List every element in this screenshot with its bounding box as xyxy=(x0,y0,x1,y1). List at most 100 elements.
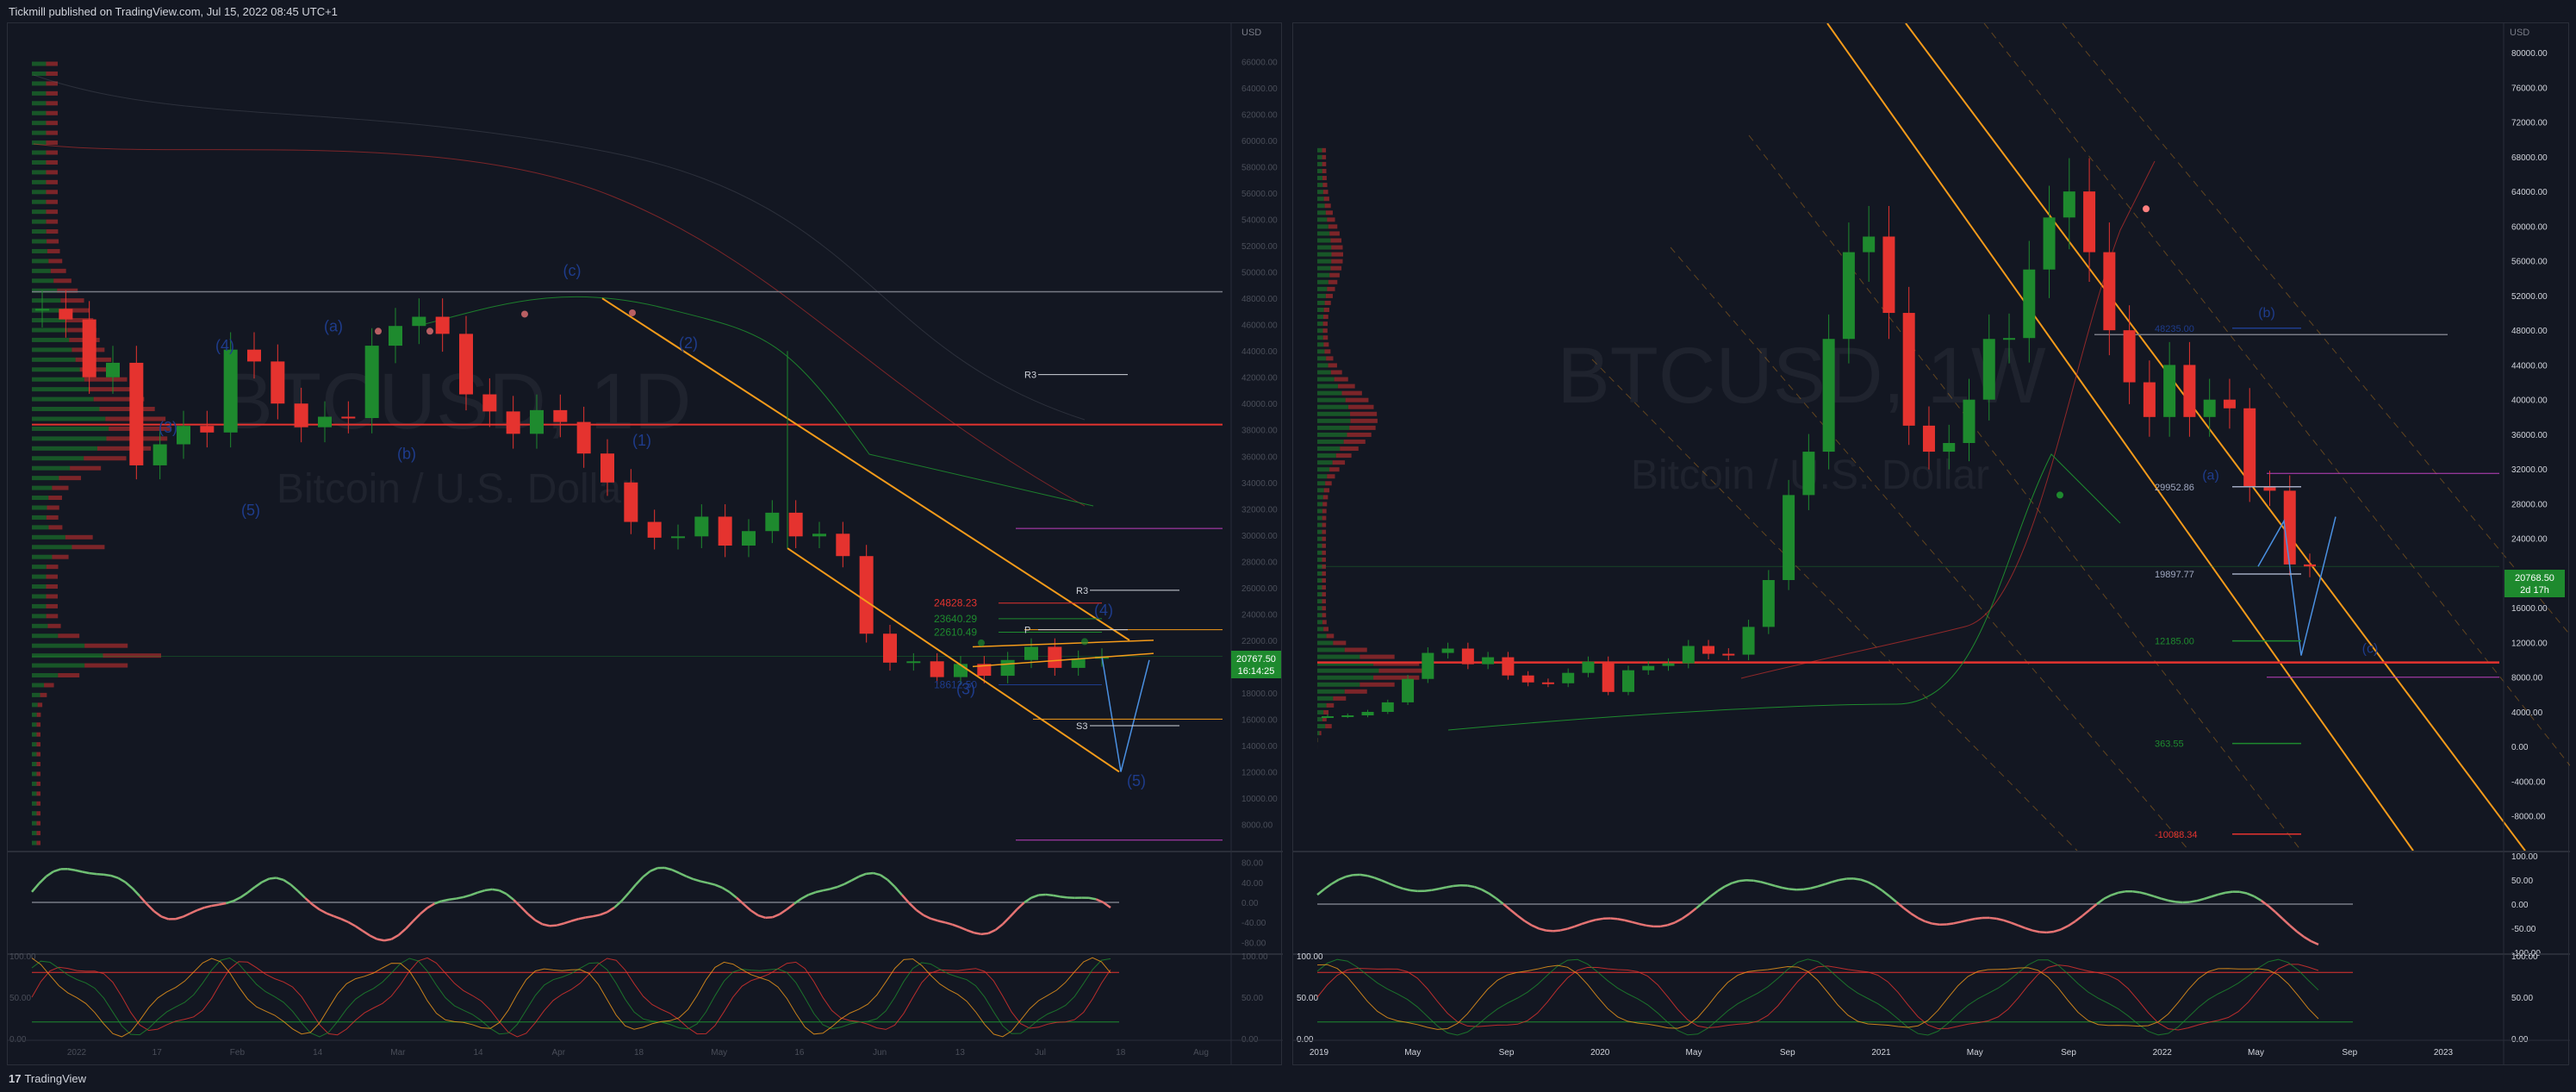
left-rsi-segment xyxy=(441,898,450,902)
left-rsi-segment xyxy=(893,886,903,896)
left-rsi-segment xyxy=(456,895,464,900)
right-stoch-line-1 xyxy=(1316,958,2319,1036)
right-chart-svg[interactable]: BTCUSD, 1W Bitcoin / U.S. Dollar (b)(a)(… xyxy=(1293,23,2570,1066)
left-volume-profile-up xyxy=(32,614,47,619)
left-rsi-segment xyxy=(160,915,170,920)
right-volume-profile-up xyxy=(1317,238,1331,243)
right-y-tick-7: 52000.00 xyxy=(2511,292,2548,302)
right-volume-profile-up xyxy=(1317,328,1323,334)
right-rsi-segment xyxy=(1810,885,1819,889)
right-volume-profile-down xyxy=(1323,308,1329,313)
right-candle-body xyxy=(1642,665,1655,671)
left-chart-panel[interactable]: BTCUSD, 1D Bitcoin / U.S. Dollar 24828.2… xyxy=(7,22,1283,1066)
left-channel-lower xyxy=(787,547,1120,773)
right-rsi-segment xyxy=(1438,886,1447,890)
left-volume-profile-up xyxy=(32,278,54,284)
left-volume-profile-down xyxy=(46,229,59,234)
left-volume-profile-down xyxy=(84,643,128,648)
right-chart-panel[interactable]: BTCUSD, 1W Bitcoin / U.S. Dollar (b) (a)(… xyxy=(1292,22,2570,1066)
left-volume-profile-up xyxy=(32,130,47,135)
left-volume-profile-up xyxy=(32,357,76,362)
left-volume-profile-down xyxy=(48,259,63,264)
right-rsi-segment xyxy=(1323,883,1333,890)
left-volume-profile-up xyxy=(32,525,49,530)
left-rsi-segment xyxy=(354,925,364,933)
right-rsi-segment xyxy=(1431,888,1440,892)
left-volume-profile-down xyxy=(58,673,80,678)
left-rsi-segment xyxy=(513,899,522,908)
right-x-tick-3: 2020 xyxy=(1590,1048,1610,1058)
left-volume-profile-down xyxy=(36,791,40,796)
left-rsi-segment xyxy=(880,874,888,881)
left-rsi-segment xyxy=(951,923,961,928)
right-stoch-line-0 xyxy=(1316,964,2319,1031)
left-candle-body xyxy=(553,409,568,422)
right-rsi-segment xyxy=(1874,884,1883,892)
left-rsi-segment xyxy=(311,903,320,911)
left-volume-profile-up xyxy=(32,663,85,668)
left-sar-dot-1 xyxy=(426,328,433,335)
right-rsi-segment xyxy=(2010,921,2019,927)
right-y-tick-19: 4000.00 xyxy=(2511,708,2543,718)
left-volume-profile-down xyxy=(37,702,43,708)
left-volume-profile-up xyxy=(32,337,70,342)
left-chart-svg[interactable]: BTCUSD, 1D Bitcoin / U.S. Dollar 24828.2… xyxy=(8,23,1283,1066)
left-last-price: 20767.50 xyxy=(1236,654,1276,665)
left-rsi-segment xyxy=(319,908,327,914)
right-volume-profile-up xyxy=(1317,168,1322,173)
right-volume-profile-down xyxy=(1343,439,1366,444)
right-rsi-segment xyxy=(1409,889,1418,893)
right-candle-body xyxy=(1341,715,1354,718)
right-volume-profile-up xyxy=(1317,411,1351,416)
right-volume-profile-up xyxy=(1317,661,1374,666)
left-wave-label-5: (b) xyxy=(397,445,416,462)
right-rsi-segment xyxy=(1839,877,1847,882)
left-volume-profile-down xyxy=(99,407,155,412)
right-volume-profile-up xyxy=(1317,689,1345,694)
left-volume-profile-up xyxy=(32,771,37,777)
left-stoch-tick-1: 50.00 xyxy=(1241,994,1263,1003)
right-rsi-segment xyxy=(2189,899,2198,903)
left-volume-profile-up xyxy=(32,554,53,559)
left-rsi-segment xyxy=(765,916,773,920)
left-rsi-segment xyxy=(190,908,198,915)
left-rsi-segment xyxy=(38,875,47,884)
right-volume-profile-down xyxy=(1325,724,1332,729)
left-candle-body xyxy=(718,516,732,546)
right-candle-body xyxy=(1441,648,1454,653)
left-rsi-segment xyxy=(254,881,263,889)
left-rsi-segment xyxy=(283,878,292,886)
right-rsi-segment xyxy=(1975,916,1983,920)
right-rsi-segment xyxy=(2260,899,2269,908)
left-rsi-segment xyxy=(974,932,981,936)
right-rsi-segment xyxy=(1495,897,1504,905)
left-rsi-segment xyxy=(642,870,651,878)
right-rsi-segment xyxy=(1968,917,1976,921)
right-rsi-segment xyxy=(1330,878,1340,885)
left-rsi-segment xyxy=(743,903,752,912)
left-volume-profile-up xyxy=(32,259,49,264)
left-volume-profile-down xyxy=(93,396,145,402)
left-volume-profile-up xyxy=(32,318,66,323)
left-volume-profile-down xyxy=(36,831,40,836)
left-volume-profile-down xyxy=(36,771,40,777)
right-volume-profile-down xyxy=(1332,460,1346,465)
right-volume-profile-down xyxy=(1322,522,1327,527)
right-volume-profile-up xyxy=(1317,272,1330,278)
left-wave-label-9: (4) xyxy=(1094,602,1113,619)
right-volume-profile-up xyxy=(1317,363,1328,368)
right-volume-profile-down xyxy=(1327,474,1335,479)
right-volume-profile-up xyxy=(1317,300,1325,305)
right-volume-profile-down xyxy=(1345,397,1369,402)
right-volume-profile-up xyxy=(1317,147,1322,153)
left-y-tick-8: 50000.00 xyxy=(1241,269,1278,278)
tradingview-logo[interactable]: 17 TradingView xyxy=(9,1072,86,1085)
right-fib-label-4: 363.55 xyxy=(2155,739,2184,750)
left-volume-profile-down xyxy=(84,456,127,461)
right-rsi-segment xyxy=(1552,929,1561,933)
right-volume-profile-up xyxy=(1317,654,1360,659)
right-candle-body xyxy=(1783,495,1795,581)
left-volume-profile-up xyxy=(32,505,47,510)
right-volume-profile-up xyxy=(1317,495,1323,500)
right-volume-profile-down xyxy=(1324,203,1331,209)
